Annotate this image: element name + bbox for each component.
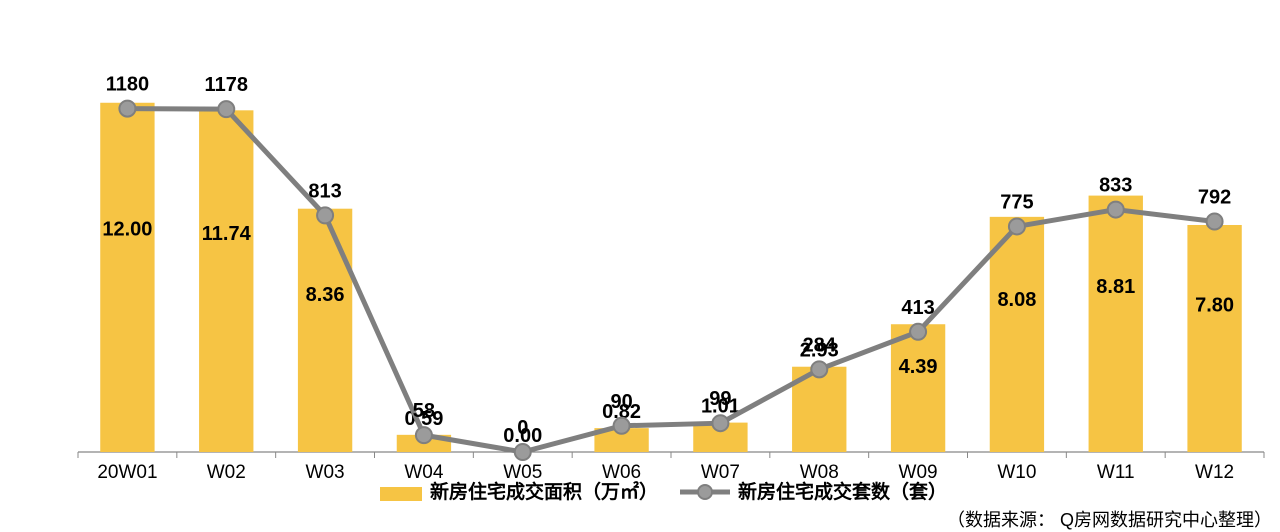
bar-value-label: 8.08 [997, 289, 1036, 311]
line-value-label: 58 [413, 400, 435, 422]
line-value-label: 90 [610, 391, 632, 413]
line-marker [1009, 218, 1025, 234]
x-tick-label: W10 [997, 462, 1036, 483]
bar-value-label: 8.81 [1096, 276, 1135, 298]
x-tick-label: W09 [899, 462, 938, 483]
legend-bar-label: 新房住宅成交面积（万㎡） [430, 480, 658, 503]
line-marker [416, 427, 432, 443]
x-tick-label: W02 [207, 462, 246, 483]
legend-line-label: 新房住宅成交套数（套） [738, 480, 947, 503]
bar-value-label: 8.36 [306, 284, 345, 306]
line-value-label: 775 [1000, 191, 1033, 213]
combo-chart: 20W0112.00W0211.74W038.36W040.59W050.00W… [0, 0, 1280, 532]
x-tick-label: W03 [306, 462, 345, 483]
legend-line-marker [698, 485, 712, 499]
bar-value-label: 11.74 [202, 223, 252, 245]
x-tick-label: W08 [800, 462, 839, 483]
source-text: （数据来源： Q房网数据研究中心整理） [947, 510, 1272, 530]
bar [298, 209, 352, 452]
line-value-label: 833 [1099, 175, 1132, 197]
line-value-label: 813 [308, 180, 341, 202]
line-marker [515, 444, 531, 460]
line-value-label: 413 [901, 297, 934, 319]
line-marker [811, 361, 827, 377]
line-value-label: 1178 [205, 74, 248, 96]
bar [100, 103, 154, 452]
x-tick-label: W07 [701, 462, 740, 483]
line-value-label: 0 [517, 417, 528, 439]
bar [1089, 196, 1143, 452]
line-value-label: 792 [1198, 187, 1231, 209]
line-marker [1108, 202, 1124, 218]
bar [199, 110, 253, 452]
bar [990, 217, 1044, 452]
line-value-label: 284 [803, 334, 837, 356]
line-value-label: 99 [709, 388, 731, 410]
bar-value-label: 12.00 [102, 218, 152, 240]
line-marker [712, 415, 728, 431]
bar [891, 324, 945, 452]
line-marker [119, 101, 135, 117]
x-tick-label: 20W01 [97, 462, 157, 483]
line-marker [614, 418, 630, 434]
x-tick-label: W12 [1195, 462, 1234, 483]
line-value-label: 1180 [106, 74, 149, 96]
chart-svg: 20W0112.00W0211.74W038.36W040.59W050.00W… [0, 0, 1280, 532]
line-marker [1207, 214, 1223, 230]
bar-value-label: 7.80 [1195, 294, 1234, 316]
line-marker [317, 207, 333, 223]
x-tick-label: W11 [1097, 462, 1135, 483]
x-tick-label: W06 [602, 462, 641, 483]
bar-value-label: 4.39 [899, 356, 938, 378]
line-path [127, 109, 1214, 452]
x-tick-label: W05 [503, 462, 542, 483]
legend-bar-swatch [380, 487, 422, 501]
x-tick-label: W04 [404, 462, 444, 483]
line-marker [218, 101, 234, 117]
line-marker [910, 324, 926, 340]
bar [1187, 225, 1241, 452]
